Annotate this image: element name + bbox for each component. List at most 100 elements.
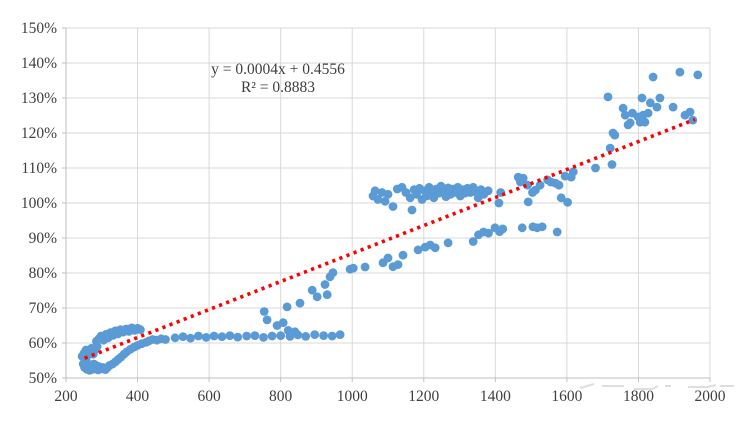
scatter-point xyxy=(517,223,527,233)
scatter-point xyxy=(483,186,493,196)
watermark-stroke xyxy=(634,385,659,390)
scatter-point xyxy=(625,118,635,128)
y-tick-label: 130% xyxy=(21,90,57,107)
watermark-smudge xyxy=(579,383,734,390)
scatter-point xyxy=(348,263,358,273)
x-tick-label: 1600 xyxy=(551,388,582,405)
scatter-point xyxy=(675,67,685,77)
scatter-point xyxy=(605,143,615,153)
x-tick-label: 400 xyxy=(126,388,150,405)
scatter-point xyxy=(290,327,300,337)
scatter-point xyxy=(301,332,311,341)
scatter-point xyxy=(178,332,188,342)
equation-text: y = 0.0004x + 0.4556 xyxy=(211,61,345,78)
scatter-point xyxy=(136,325,145,335)
scatter-point xyxy=(388,202,398,211)
scatter-point xyxy=(328,268,338,278)
x-tick-label: 1200 xyxy=(408,388,439,405)
scatter-point xyxy=(563,197,572,207)
scatter-point xyxy=(637,93,647,103)
scatter-point xyxy=(498,224,508,234)
scatter-point xyxy=(370,186,380,196)
scatter-point xyxy=(430,243,440,253)
y-tick-label: 90% xyxy=(29,230,58,247)
scatter-point xyxy=(618,103,628,113)
x-tick-label: 1800 xyxy=(623,388,654,405)
y-tick-label: 60% xyxy=(29,335,58,352)
scatter-point xyxy=(468,237,478,246)
scatter-point xyxy=(655,93,665,103)
y-tick-label: 110% xyxy=(21,160,57,177)
scatter-point xyxy=(250,331,260,340)
scatter-point xyxy=(693,70,703,80)
x-tick-label: 600 xyxy=(197,388,221,405)
scatter-point xyxy=(443,238,453,248)
scatter-point xyxy=(262,315,272,325)
scatter-point xyxy=(380,196,390,206)
scatter-point xyxy=(668,102,678,112)
scatter-point xyxy=(319,331,328,340)
y-tick-label: 150% xyxy=(21,20,57,37)
r-squared-text: R² = 0.8883 xyxy=(240,79,316,96)
scatter-point xyxy=(413,245,423,255)
scatter-point xyxy=(201,333,211,342)
scatter-point xyxy=(552,227,562,237)
scatter-point xyxy=(259,333,268,342)
y-tick-label: 50% xyxy=(29,370,58,387)
scatter-point xyxy=(603,92,613,102)
scatter-point xyxy=(194,331,203,341)
scatter-point xyxy=(554,180,564,190)
y-tick-label: 70% xyxy=(29,300,58,317)
y-tick-label: 80% xyxy=(29,265,58,282)
scatter-point xyxy=(278,318,288,328)
watermark-stroke xyxy=(688,384,717,388)
scatter-point xyxy=(310,330,320,339)
scatter-point xyxy=(568,167,578,177)
scatter-point xyxy=(170,333,180,343)
scatter-point xyxy=(276,331,286,340)
scatter-point xyxy=(645,98,655,108)
scatter-point xyxy=(161,335,170,344)
scatter-point xyxy=(607,160,617,169)
scatter-point xyxy=(322,290,332,300)
scatter-point xyxy=(373,195,383,204)
trendline-equation-annotation: y = 0.0004x + 0.4556 R² = 0.8883 xyxy=(168,61,388,97)
scatter-point xyxy=(267,331,277,341)
scatter-point xyxy=(648,72,658,82)
x-tick-label: 1000 xyxy=(337,388,368,405)
scatter-point xyxy=(225,331,235,340)
scatter-point xyxy=(282,302,292,312)
scatter-point xyxy=(523,197,533,207)
scatter-point xyxy=(259,307,269,316)
scatter-point xyxy=(398,250,408,260)
watermark-stroke xyxy=(579,383,595,389)
scatter-point xyxy=(652,102,662,112)
scatter-point xyxy=(685,107,695,117)
scatter-point xyxy=(537,222,547,232)
scatter-point xyxy=(643,108,653,118)
scatter-point xyxy=(494,198,504,208)
y-tick-label: 100% xyxy=(21,195,57,212)
scatter-point xyxy=(383,189,393,199)
scatter-point xyxy=(591,163,600,173)
scatter-point xyxy=(335,330,345,339)
scatter-point xyxy=(360,262,370,272)
scatter-point xyxy=(383,253,393,263)
scatter-point xyxy=(295,298,305,308)
scatter-point xyxy=(327,331,337,341)
scatter-point xyxy=(688,115,698,125)
x-tick-label: 2000 xyxy=(695,388,726,405)
scatter-point xyxy=(186,333,195,343)
scatter-point xyxy=(283,326,293,335)
scatter-point xyxy=(312,292,322,302)
scatter-point xyxy=(640,117,650,127)
y-tick-label: 120% xyxy=(21,125,57,142)
scatter-point xyxy=(307,285,317,295)
scatter-point xyxy=(233,332,243,342)
scatter-point xyxy=(209,331,219,341)
scatter-point xyxy=(393,260,403,269)
scatter-point xyxy=(620,110,630,120)
scatter-point xyxy=(407,205,417,215)
